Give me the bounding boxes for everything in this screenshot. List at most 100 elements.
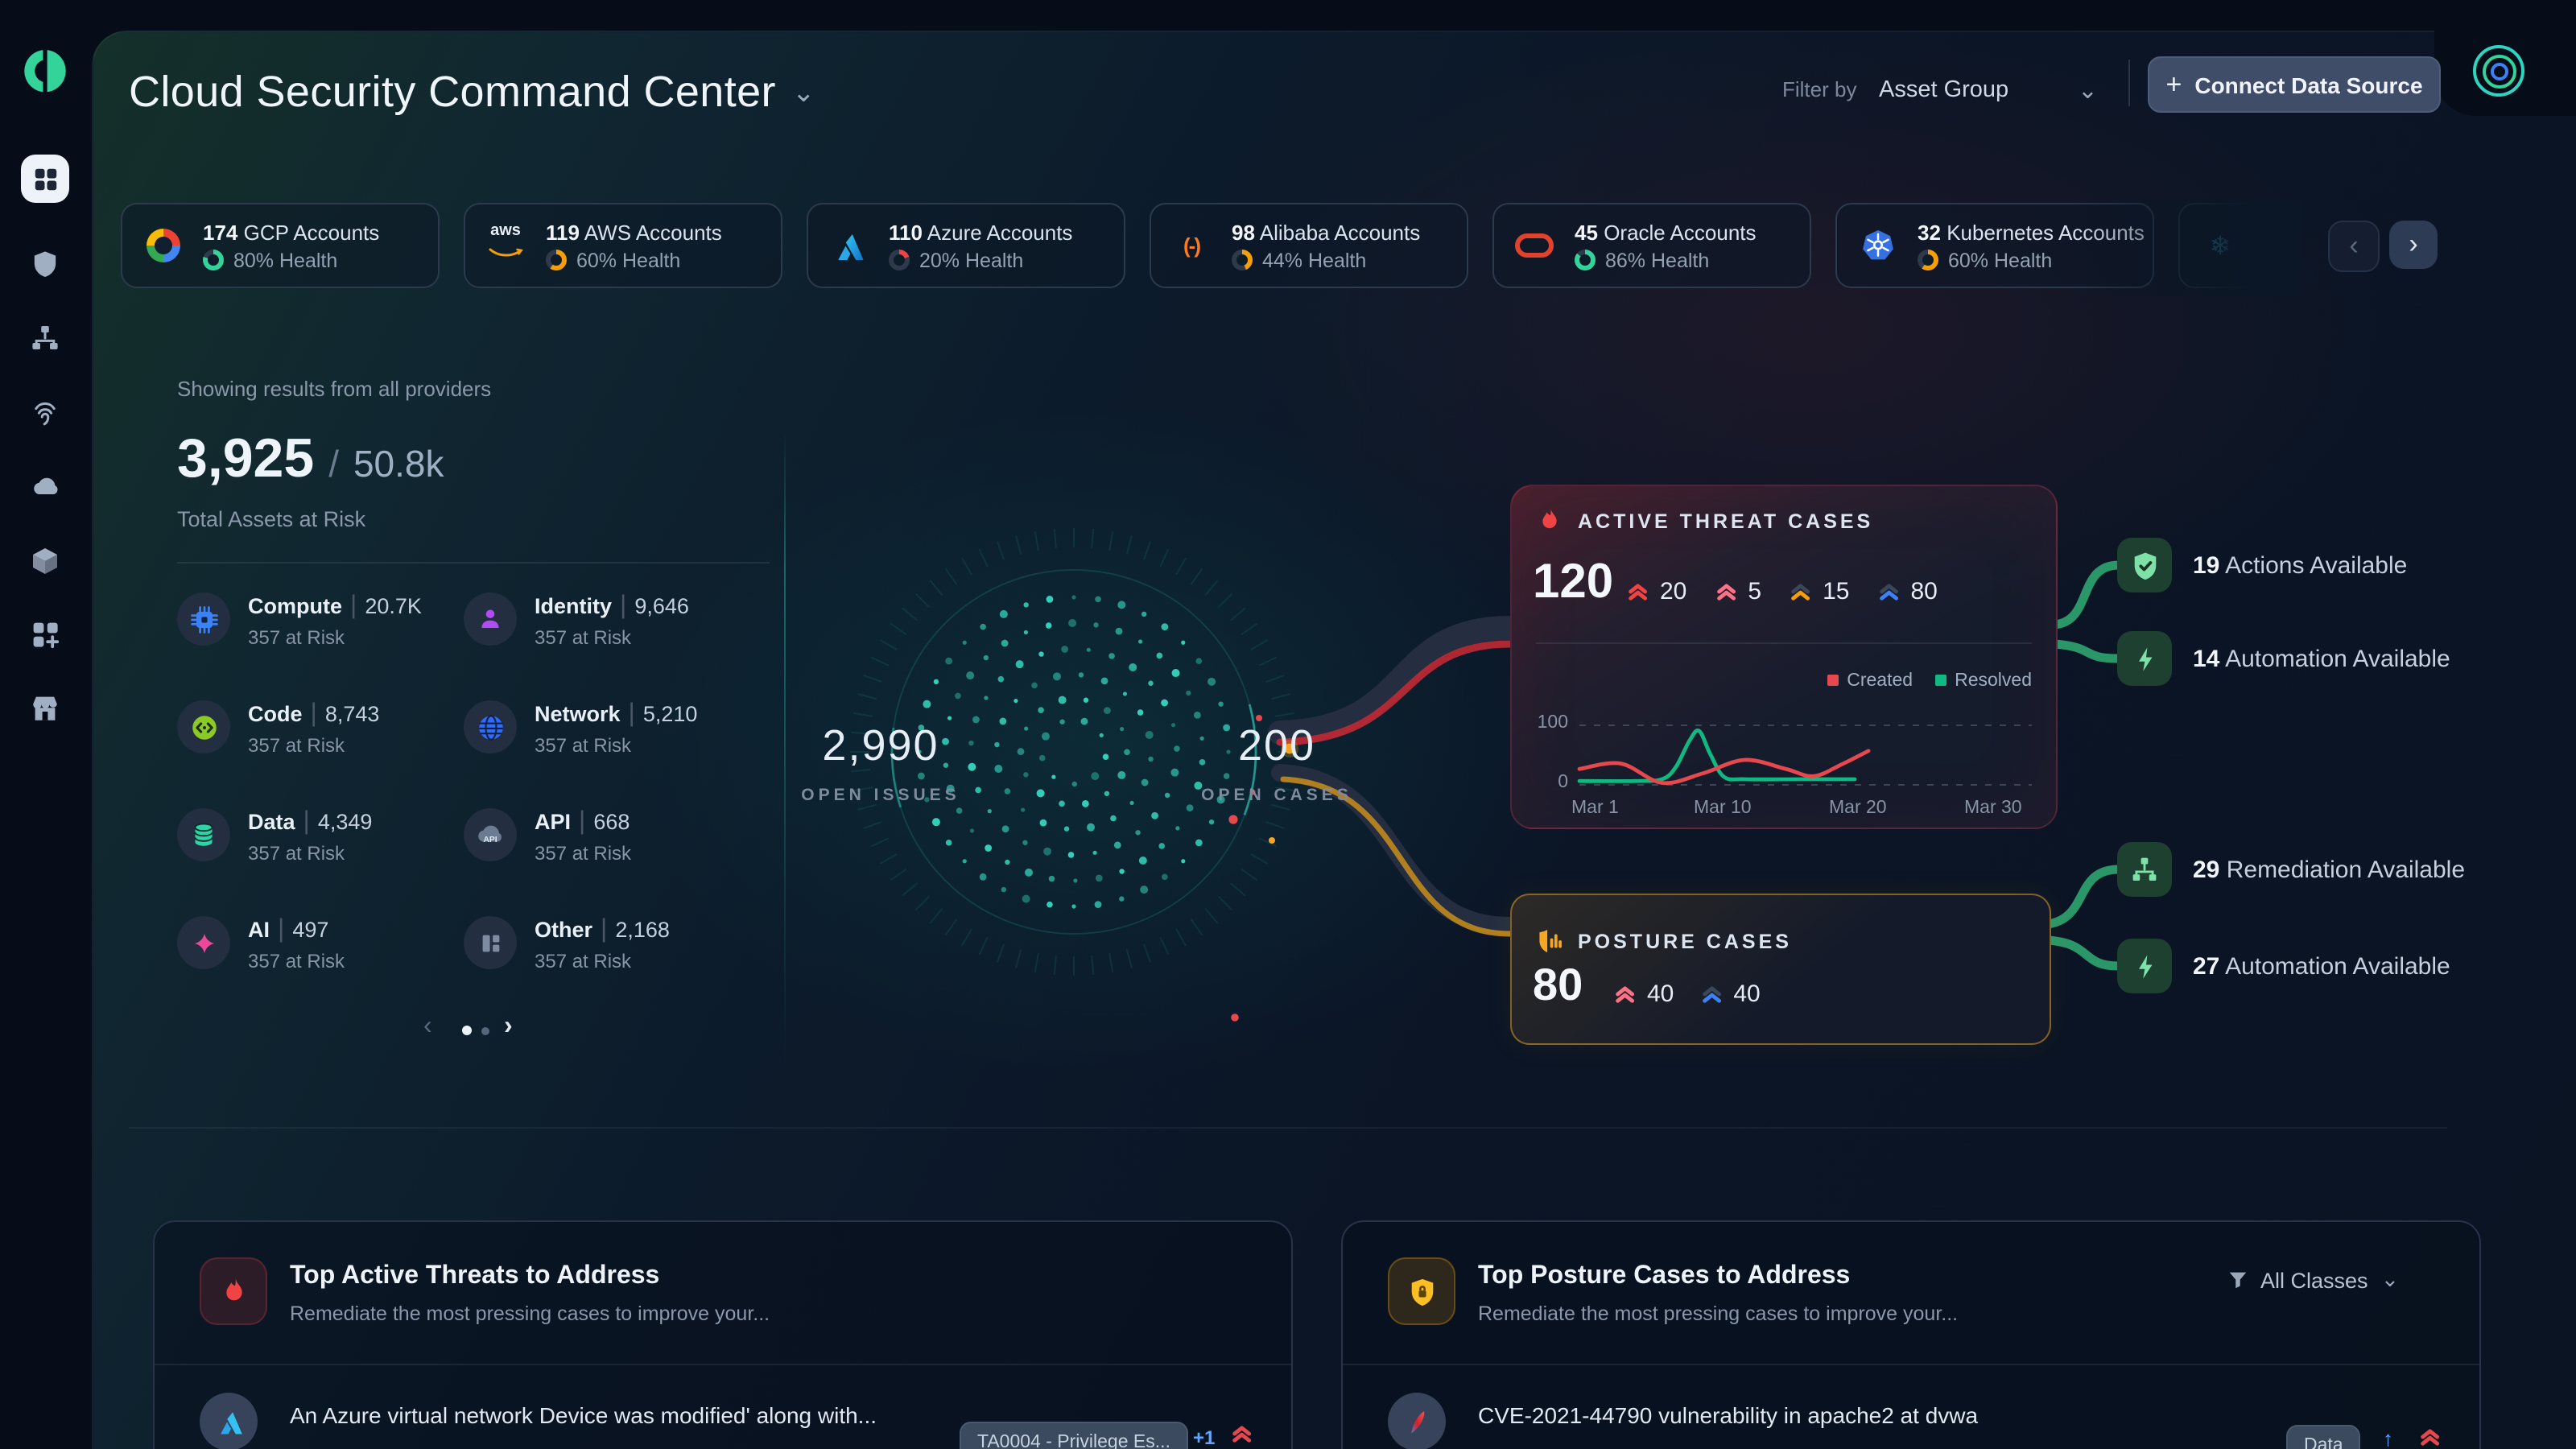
identity-icon [464,592,517,646]
severity-medium: 15 [1789,578,1849,605]
threat-severity-row: 20 5 15 80 [1626,578,1938,605]
dotted-rings [917,595,1231,909]
asset-item-code[interactable]: Code | 8,743 357 at Risk [177,700,454,757]
app-logo[interactable] [21,47,69,95]
automation-available-item[interactable]: 27 Automation Available [2117,937,2450,995]
shield-check-icon [2117,538,2172,592]
apps-add-icon [33,622,60,649]
severity-critical-icon [2421,1429,2440,1446]
threat-row-text[interactable]: An Azure virtual network Device was modi… [290,1402,877,1428]
asset-item-compute[interactable]: Compute | 20.7K 357 at Risk [177,592,454,649]
account-card-snowflake[interactable]: ❄ 27 Snowflake Accounts 60% Health [2178,203,2297,288]
sidebar-item-shield[interactable] [31,250,60,279]
radial-ticks [850,528,1298,976]
sidebar-item-cube[interactable] [31,546,60,575]
assets-at-risk-value: 3,925 / 50.8k [177,428,444,489]
api-cloud-icon: API [464,808,517,861]
asset-item-ai[interactable]: AI | 497 357 at Risk [177,916,454,972]
account-cards-row: 174 GCP Accounts 80% Health aws 119 AWS … [121,203,2297,296]
funnel-icon [2229,1272,2247,1289]
x-tick-mar20: Mar 20 [1829,799,1887,818]
kubernetes-icon [1855,229,1900,262]
account-card-oracle[interactable]: 45 Oracle Accounts 86% Health [1492,203,1811,288]
health-ring [1918,250,1938,270]
page-dot[interactable] [481,1027,489,1035]
asset-group-select[interactable]: Asset Group ⌄ [1879,71,2098,109]
sidebar-item-storefront[interactable] [31,694,60,723]
posture-row-text[interactable]: CVE-2021-44790 vulnerability in apache2 … [1478,1402,1979,1428]
accounts-prev-button[interactable]: ‹ [2328,221,2380,272]
account-card-gcp[interactable]: 174 GCP Accounts 80% Health [121,203,440,288]
account-card-kubernetes[interactable]: 32 Kubernetes Accounts 60% Health [1835,203,2154,288]
sidebar-item-apps-add[interactable] [31,620,60,649]
all-classes-filter[interactable]: All Classes ⌄ [2228,1267,2399,1293]
sidebar-item-cloud[interactable] [31,472,60,501]
health-ring [2260,250,2281,270]
assets-total-value: 50.8k [353,443,444,485]
bolt-icon [2117,631,2172,686]
chart-legend: Created Resolved [1674,671,2032,691]
fingerprint-icon [35,402,56,426]
sidebar-item-sitemap[interactable] [31,324,60,353]
posture-card-header: POSTURE CASES [1536,927,1792,955]
gridline-100 [1579,724,2032,726]
sidebar-item-fingerprint[interactable] [31,398,60,427]
active-threat-cases-card[interactable] [1510,485,2058,829]
asset-item-api[interactable]: API API | 668 357 at Risk [464,808,741,865]
remediation-available-item[interactable]: 29 Remediation Available [2117,840,2465,898]
page-title[interactable]: Cloud Security Command Center ⌄ [129,68,815,118]
user-avatar[interactable] [2473,45,2524,97]
bolt-icon [2117,939,2172,993]
account-card-aws[interactable]: aws 119 AWS Accounts 60% Health [464,203,782,288]
connect-data-source-button[interactable]: + Connect Data Source [2148,56,2441,113]
shield-icon [34,251,56,277]
open-issues-stat: 2,990 OPEN ISSUES [801,721,960,805]
network-globe-icon [464,700,517,753]
postures-card-subtitle: Remediate the most pressing cases to imp… [1478,1302,1959,1325]
severity-low: 40 [1699,980,1761,1008]
sidebar [0,0,92,1449]
health-ring [203,250,224,270]
gridline-0 [1579,784,2032,786]
threats-card-icon [200,1257,267,1325]
actions-available-item[interactable]: 19 Actions Available [2117,536,2407,594]
severity-critical-icon [1232,1426,1252,1443]
account-card-azure[interactable]: 110 Azure Accounts 20% Health [807,203,1125,288]
sitemap-icon [32,326,58,349]
dashboard-grid-icon [34,167,56,190]
alibaba-icon: (-) [1183,233,1201,258]
threats-card-subtitle: Remediate the most pressing cases to imp… [290,1302,770,1325]
threat-flow-stream [1276,640,1514,746]
automation-available-item[interactable]: 14 Automation Available [2117,630,2450,687]
cloud-icon [34,477,58,494]
health-ring [889,250,910,270]
asset-item-identity[interactable]: Identity | 9,646 357 at Risk [464,592,741,649]
asset-item-network[interactable]: Network | 5,210 357 at Risk [464,700,741,757]
storefront-icon [33,696,57,720]
chevron-right-icon: › [2409,229,2418,259]
apache-row-avatar [1388,1393,1446,1449]
summary-divider [177,562,770,564]
asset-item-other[interactable]: Other | 2,168 357 at Risk [464,916,741,972]
severity-high: 40 [1613,980,1674,1008]
compute-icon [177,592,230,646]
cube-icon [33,548,57,574]
page-dot-active[interactable] [462,1026,472,1035]
x-tick-mar10: Mar 10 [1694,799,1752,818]
assets-next-button[interactable]: › [504,1013,513,1040]
case-particles [1228,715,1298,1022]
open-cases-stat: 200 OPEN CASES [1201,721,1352,805]
asset-item-data[interactable]: Data | 4,349 357 at Risk [177,808,454,865]
sidebar-item-dashboard[interactable] [21,155,69,203]
health-ring [1575,250,1596,270]
section-divider [129,1127,2447,1129]
account-card-alibaba[interactable]: (-) 98 Alibaba Accounts 44% Health [1150,203,1468,288]
assets-prev-button[interactable]: ‹ [423,1013,432,1040]
azure-icon [826,229,871,262]
snowflake-icon: ❄ [2209,233,2231,260]
postures-card-title: Top Posture Cases to Address [1478,1262,1851,1290]
x-tick-mar1: Mar 1 [1571,799,1619,818]
posture-cases-card[interactable] [1510,894,2051,1045]
accounts-next-button[interactable]: › [2389,221,2438,269]
chevron-left-icon: ‹ [2349,230,2359,261]
